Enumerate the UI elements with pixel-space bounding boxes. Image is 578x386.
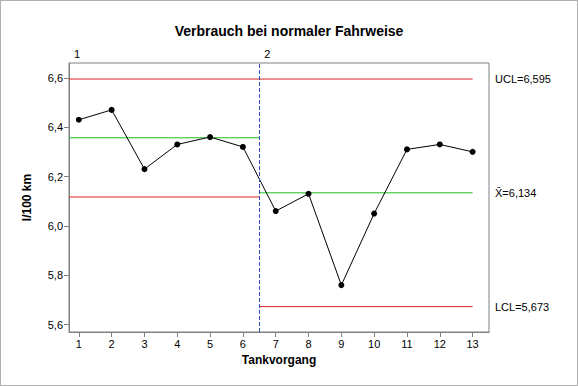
svg-text:5: 5 bbox=[207, 338, 213, 350]
svg-text:13: 13 bbox=[466, 338, 478, 350]
svg-text:Verbrauch bei normaler Fahrwei: Verbrauch bei normaler Fahrweise bbox=[175, 23, 404, 39]
svg-text:9: 9 bbox=[338, 338, 344, 350]
svg-text:5,6: 5,6 bbox=[48, 319, 63, 331]
svg-text:6,4: 6,4 bbox=[48, 121, 63, 133]
svg-text:UCL=6,595: UCL=6,595 bbox=[495, 73, 551, 85]
svg-text:1: 1 bbox=[76, 338, 82, 350]
svg-text:10: 10 bbox=[368, 338, 380, 350]
svg-text:l/100 km: l/100 km bbox=[20, 174, 34, 221]
svg-text:12: 12 bbox=[434, 338, 446, 350]
svg-text:8: 8 bbox=[305, 338, 311, 350]
svg-text:Tankvorgang: Tankvorgang bbox=[242, 353, 316, 367]
svg-text:3: 3 bbox=[141, 338, 147, 350]
svg-text:2: 2 bbox=[264, 48, 270, 60]
svg-text:11: 11 bbox=[401, 338, 412, 350]
svg-text:7: 7 bbox=[273, 338, 279, 350]
svg-text:X̄=6,134: X̄=6,134 bbox=[495, 187, 536, 199]
svg-text:1: 1 bbox=[74, 48, 80, 60]
svg-text:4: 4 bbox=[174, 338, 180, 350]
svg-text:5,8: 5,8 bbox=[48, 269, 63, 281]
svg-text:LCL=5,673: LCL=5,673 bbox=[495, 301, 549, 313]
svg-text:6,6: 6,6 bbox=[48, 72, 63, 84]
svg-text:6,0: 6,0 bbox=[48, 220, 63, 232]
svg-text:6: 6 bbox=[240, 338, 246, 350]
svg-text:2: 2 bbox=[109, 338, 115, 350]
svg-text:6,2: 6,2 bbox=[48, 171, 63, 183]
